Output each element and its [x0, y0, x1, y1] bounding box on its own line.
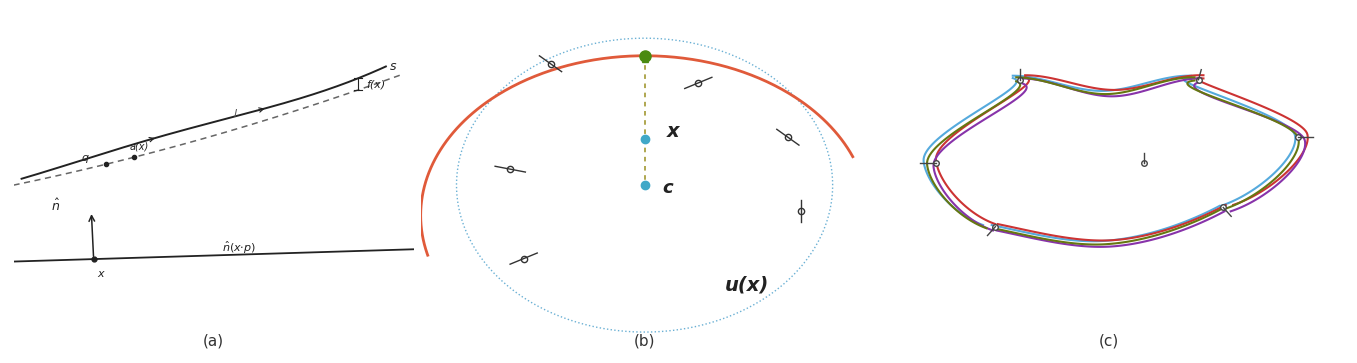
Text: (c): (c) [1099, 333, 1120, 348]
Text: l: l [233, 109, 237, 119]
Text: f(x): f(x) [366, 79, 385, 89]
Text: a(x): a(x) [130, 141, 149, 151]
Text: q: q [81, 153, 88, 163]
Text: c: c [662, 179, 673, 197]
Text: $\hat{n}(x{\cdot}p)$: $\hat{n}(x{\cdot}p)$ [221, 240, 255, 256]
Text: s: s [389, 60, 396, 73]
Text: (b): (b) [634, 333, 655, 348]
Text: u(x): u(x) [725, 276, 769, 294]
Text: (a): (a) [204, 333, 224, 348]
Text: x: x [668, 122, 680, 141]
Text: x: x [98, 269, 104, 279]
Text: $\hat{n}$: $\hat{n}$ [52, 198, 60, 214]
